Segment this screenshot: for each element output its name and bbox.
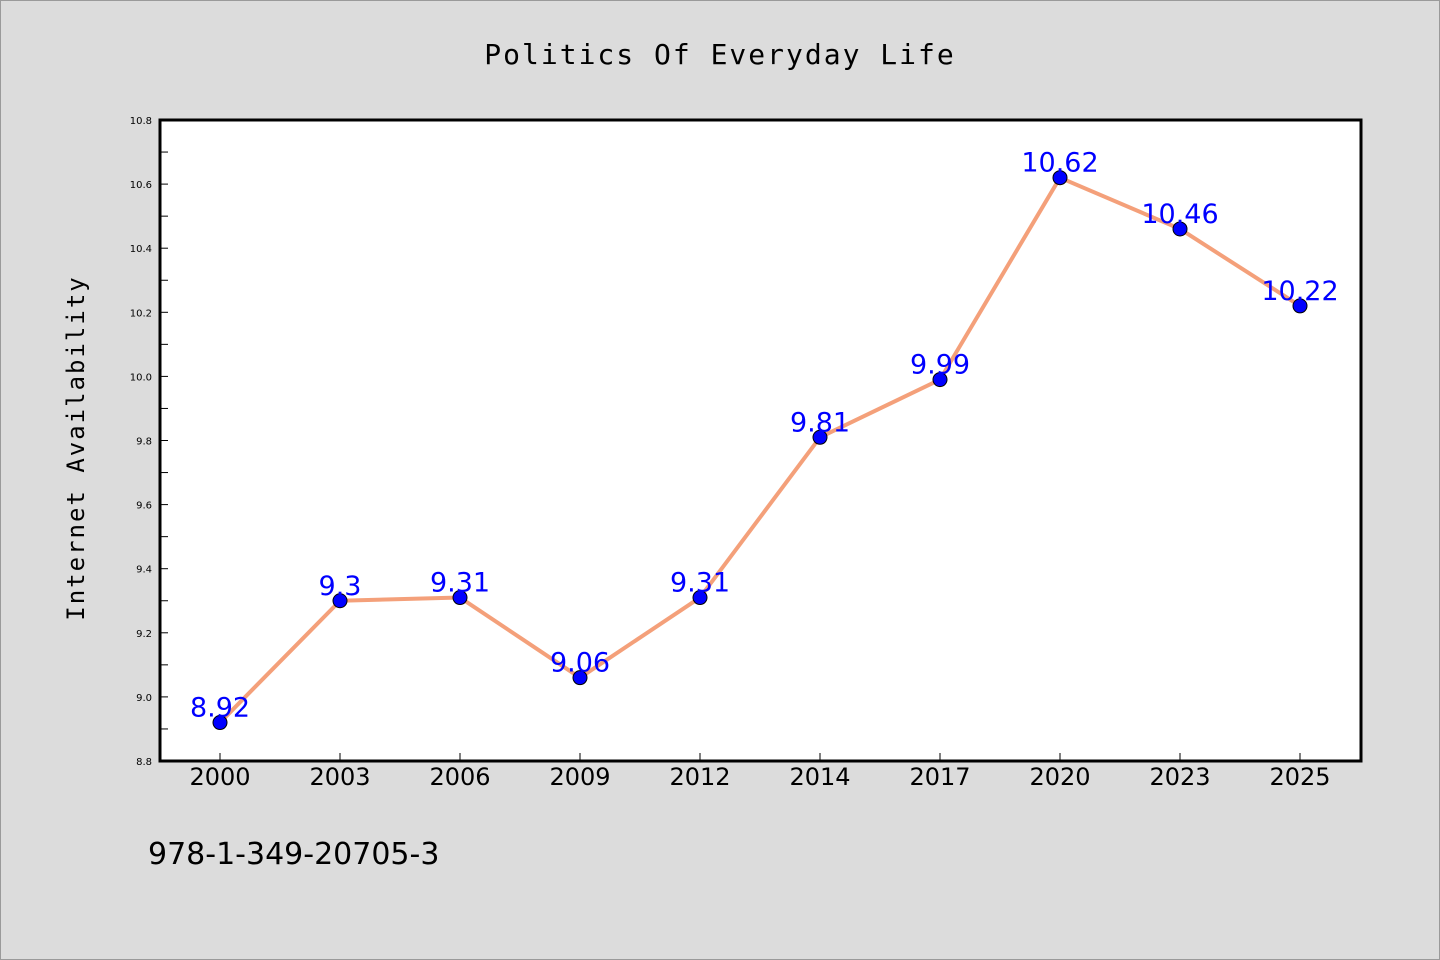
y-tick-label: 10.8	[130, 116, 152, 127]
y-tick-label: 9.4	[136, 565, 152, 576]
data-point	[692, 590, 708, 606]
x-tick-label: 2017	[909, 763, 970, 791]
y-tick-label: 9.8	[136, 437, 152, 448]
plot-area	[158, 118, 1363, 763]
x-tick-label: 2014	[789, 763, 850, 791]
data-label: 8.92	[190, 693, 250, 724]
x-tick-label: 2000	[189, 763, 250, 791]
data-label: 9.3	[319, 571, 362, 602]
data-point	[1052, 170, 1068, 186]
data-point	[1292, 298, 1308, 314]
y-tick-label: 10.4	[130, 244, 152, 255]
y-tick-label: 10.6	[130, 180, 152, 191]
y-tick-label: 9.6	[136, 501, 152, 512]
data-label: 9.99	[910, 350, 970, 381]
series-line	[218, 175, 1302, 724]
data-point	[932, 372, 948, 388]
y-tick-label: 9.2	[136, 629, 152, 640]
x-tick-label: 2023	[1149, 763, 1210, 791]
data-point	[572, 670, 588, 686]
data-markers	[212, 170, 1308, 731]
x-tick-label: 2003	[309, 763, 370, 791]
x-axis-ticks: 2000 2003 2006 2009 2012 2014 2017 2020 2023 2025	[189, 753, 1331, 791]
data-label: 10.46	[1141, 199, 1218, 230]
y-tick-label: 10.0	[130, 372, 152, 383]
x-tick-label: 2006	[429, 763, 490, 791]
data-label: 10.62	[1021, 148, 1098, 179]
data-label: 9.31	[670, 568, 730, 599]
data-label: 9.31	[430, 568, 490, 599]
x-tick-label: 2020	[1029, 763, 1090, 791]
data-label: 9.81	[790, 407, 850, 438]
data-point	[812, 429, 828, 445]
data-labels: 8.92 9.3 9.31 9.06 9.31 9.81 9.99 10.62 10.46 10.…	[190, 148, 1339, 724]
y-tick-label: 9.0	[136, 693, 152, 704]
chart-title: Politics Of Everyday Life	[484, 38, 955, 71]
data-point	[332, 593, 348, 609]
data-point	[452, 590, 468, 606]
data-label: 10.22	[1261, 276, 1338, 307]
x-tick-label: 2025	[1269, 763, 1330, 791]
y-axis-ticks: 8.8 9.0 9.2 9.4 9.6 9.8 10.0 10.2 10.4 10.6 10.8	[130, 116, 168, 768]
x-tick-label: 2012	[669, 763, 730, 791]
y-tick-label: 10.2	[130, 308, 152, 319]
series-lines	[218, 175, 1302, 724]
x-tick-label: 2009	[549, 763, 610, 791]
y-tick-label: 8.8	[136, 757, 152, 768]
data-label: 9.06	[550, 648, 610, 679]
y-axis-label: Internet Availability	[62, 275, 90, 620]
isbn-text: 978-1-349-20705-3	[148, 837, 439, 872]
data-point	[1172, 221, 1188, 237]
data-point	[212, 715, 228, 731]
